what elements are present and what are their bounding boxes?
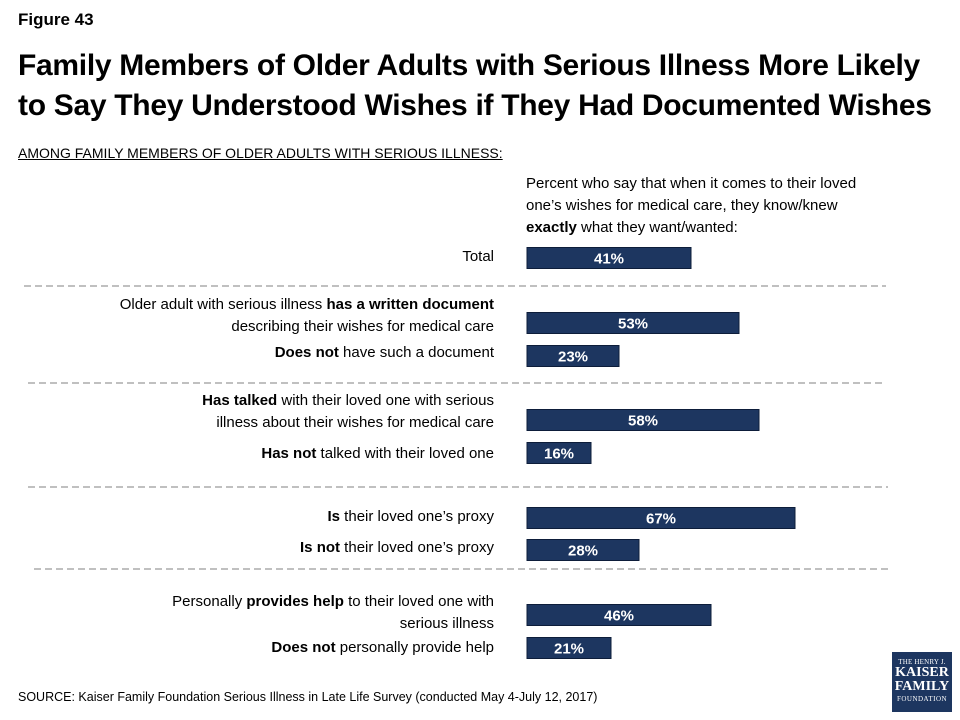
data-label: 46% xyxy=(604,608,634,625)
data-label: 53% xyxy=(618,316,648,333)
category-label: Total xyxy=(462,248,494,265)
question-text-emphasis: exactly xyxy=(526,219,577,236)
category-label: Personally provides help to their loved … xyxy=(172,593,494,610)
bar xyxy=(526,409,760,431)
category-label-run: Does not xyxy=(271,639,335,656)
category-label-run: Is xyxy=(328,508,341,525)
bar xyxy=(526,637,612,659)
bar xyxy=(526,345,620,367)
category-label: illness about their wishes for medical c… xyxy=(216,414,494,431)
category-label: Has not talked with their loved one xyxy=(261,445,494,462)
question-text: Percent who say that when it comes to th… xyxy=(526,173,886,239)
bar xyxy=(526,442,592,464)
category-label-run: to their loved one with xyxy=(344,593,494,610)
bar xyxy=(526,539,640,561)
category-label-run: their loved one’s proxy xyxy=(340,539,494,556)
category-label-run: Has not xyxy=(261,445,316,462)
question-text-part: Percent who say that when it comes to th… xyxy=(526,175,857,214)
category-label-run: Does not xyxy=(275,344,339,361)
category-label-run: Total xyxy=(462,248,494,265)
category-label-run: serious illness xyxy=(400,615,494,632)
category-label-run: Older adult with serious illness xyxy=(120,296,327,313)
data-label: 28% xyxy=(568,543,598,560)
category-label-run: have such a document xyxy=(339,344,495,361)
category-label-run: Is not xyxy=(300,539,340,556)
category-label: Is their loved one’s proxy xyxy=(328,508,495,525)
logo-line: KAISER xyxy=(895,665,949,680)
category-label-run: their loved one’s proxy xyxy=(340,508,494,525)
bar xyxy=(526,312,740,334)
category-label-run: provides help xyxy=(246,593,344,610)
figure-label: Figure 43 xyxy=(18,10,94,29)
category-label-run: with their loved one with serious xyxy=(277,392,494,409)
category-label-run: personally provide help xyxy=(336,639,494,656)
bar xyxy=(526,247,692,269)
data-label: 16% xyxy=(544,446,574,463)
bar xyxy=(526,507,796,529)
question-text-part: what they want/wanted: xyxy=(576,219,738,236)
data-label: 21% xyxy=(554,641,584,658)
category-label: describing their wishes for medical care xyxy=(231,318,494,335)
category-label-run: talked with their loved one xyxy=(316,445,494,462)
bar xyxy=(526,604,712,626)
data-label: 23% xyxy=(558,349,588,366)
logo-line: FOUNDATION xyxy=(896,695,948,703)
category-label-run: Personally xyxy=(172,593,246,610)
category-label: Is not their loved one’s proxy xyxy=(300,539,494,556)
data-label: 41% xyxy=(594,251,624,268)
data-label: 67% xyxy=(646,511,676,528)
category-label-run: describing their wishes for medical care xyxy=(231,318,494,335)
data-label: 58% xyxy=(628,413,658,430)
source-note: SOURCE: Kaiser Family Foundation Serious… xyxy=(18,690,598,704)
category-label-run: has a written document xyxy=(326,296,494,313)
category-label: Has talked with their loved one with ser… xyxy=(202,392,494,409)
category-label-run: Has talked xyxy=(202,392,277,409)
chart-subtitle: AMONG FAMILY MEMBERS OF OLDER ADULTS WIT… xyxy=(18,145,503,161)
category-label: serious illness xyxy=(400,615,494,632)
category-label: Does not have such a document xyxy=(275,344,495,361)
category-label: Older adult with serious illness has a w… xyxy=(120,296,494,313)
category-label-run: illness about their wishes for medical c… xyxy=(216,414,494,431)
kff-logo: THE HENRY J. KAISER FAMILY FOUNDATION xyxy=(892,652,952,712)
logo-line: THE HENRY J. xyxy=(898,658,946,666)
chart-title: Family Members of Older Adults with Seri… xyxy=(18,49,932,122)
logo-line: FAMILY xyxy=(894,679,950,694)
category-label: Does not personally provide help xyxy=(271,639,494,656)
